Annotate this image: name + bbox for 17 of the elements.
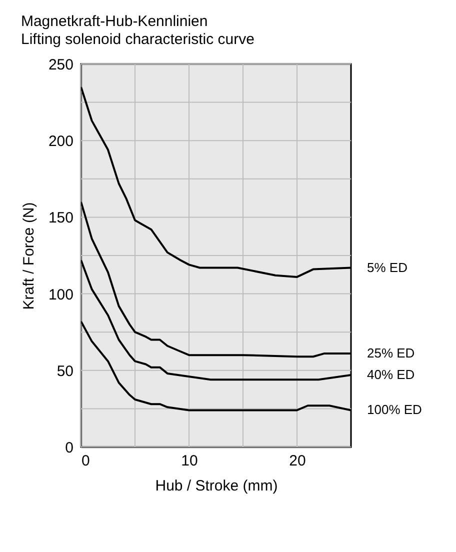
y-tick-label: 0 [65, 440, 74, 456]
x-axis-title: Hub / Stroke (mm) [155, 478, 278, 494]
chart-subtitle: Lifting solenoid characteristic curve [20, 31, 254, 48]
y-tick-label: 250 [48, 56, 74, 74]
chart-title: Magnetkraft-Hub-Kennlinien [20, 13, 208, 30]
y-tick-label: 200 [48, 133, 74, 150]
x-tick-label: 0 [82, 452, 90, 470]
series-label: 100% ED [367, 402, 422, 418]
x-tick-label: 10 [181, 452, 198, 470]
y-tick-label: 50 [56, 362, 74, 380]
series-label: 40% ED [367, 366, 415, 382]
x-tick-label: 20 [289, 452, 306, 470]
y-tick-label: 100 [48, 286, 74, 304]
y-tick-label: 150 [48, 210, 74, 227]
series-label: 5% ED [367, 260, 408, 275]
series-label: 25% ED [367, 346, 415, 361]
y-axis-title: Kraft / Force (N) [20, 202, 38, 310]
